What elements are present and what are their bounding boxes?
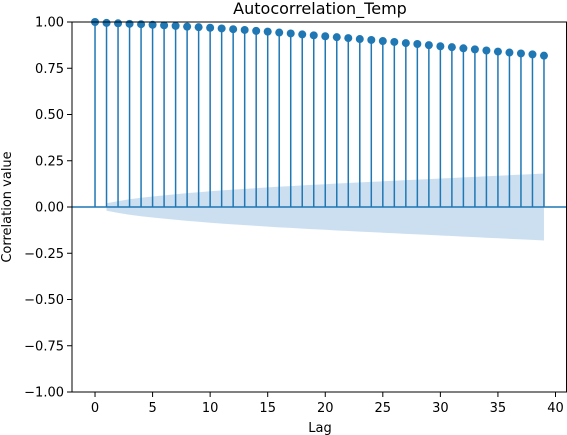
x-tick-label: 0 [91,401,99,416]
stem-marker-13 [240,25,249,34]
stem-marker-33 [470,45,479,54]
x-tick-label: 5 [148,401,156,416]
stem-marker-11 [217,24,226,33]
x-axis-title: Lag [308,421,331,435]
ticks-layer: −1.00 −0.75 −0.50 −0.25 0.00 0.25 0.50 0.75 1.00… [24,16,564,417]
stem-marker-12 [229,25,238,34]
x-tick-label: 30 [432,401,449,416]
stem-marker-18 [298,30,307,39]
stem-marker-22 [344,34,353,43]
stem-marker-4 [137,20,146,29]
y-tick-label: 0.50 [35,108,64,123]
stem-marker-5 [148,20,157,29]
stem-marker-26 [390,37,399,46]
stem-marker-9 [194,23,203,32]
stem-marker-30 [436,42,445,51]
stem-marker-17 [286,29,295,38]
y-tick-label: 0.00 [35,201,64,216]
stem-marker-39 [539,51,548,60]
y-tick-label: 0.75 [35,62,64,77]
stem-marker-35 [493,47,502,56]
y-tick-label: −1.00 [24,386,64,401]
stem-marker-31 [447,43,456,52]
stem-marker-19 [309,31,318,40]
y-tick-label: −0.75 [24,339,64,354]
x-tick-label: 25 [375,401,392,416]
x-tick-label: 35 [490,401,507,416]
stem-marker-23 [355,35,364,44]
y-tick-label: −0.50 [24,293,64,308]
stem-marker-27 [401,39,410,48]
stem-marker-25 [378,37,387,46]
chart-title: Autocorrelation_Temp [233,0,407,19]
stem-marker-38 [528,50,537,59]
stem-marker-7 [171,21,180,30]
stem-marker-10 [206,23,215,32]
y-tick-label: −0.25 [24,247,64,262]
stem-marker-3 [125,19,134,28]
stem-layer [72,18,567,208]
stem-marker-8 [183,22,192,31]
stem-marker-24 [367,35,376,44]
y-axis-title: Correlation value [0,151,15,262]
y-tick-label: 1.00 [35,16,64,31]
stem-marker-14 [252,26,261,35]
stem-marker-1 [102,18,111,27]
stem-marker-21 [332,33,341,42]
stem-marker-34 [482,46,491,55]
stem-marker-28 [413,40,422,49]
x-tick-label: 10 [202,401,219,416]
stem-marker-16 [275,28,284,37]
stem-marker-29 [424,41,433,50]
stem-marker-20 [321,32,330,41]
stem-marker-37 [516,49,525,58]
x-tick-label: 15 [259,401,276,416]
stem-marker-36 [505,48,514,57]
x-tick-label: 20 [317,401,334,416]
x-tick-label: 40 [547,401,564,416]
stem-marker-32 [459,44,468,53]
y-tick-label: 0.25 [35,154,64,169]
stem-marker-15 [263,27,272,36]
stem-marker-6 [160,21,169,30]
stem-marker-2 [114,19,123,28]
